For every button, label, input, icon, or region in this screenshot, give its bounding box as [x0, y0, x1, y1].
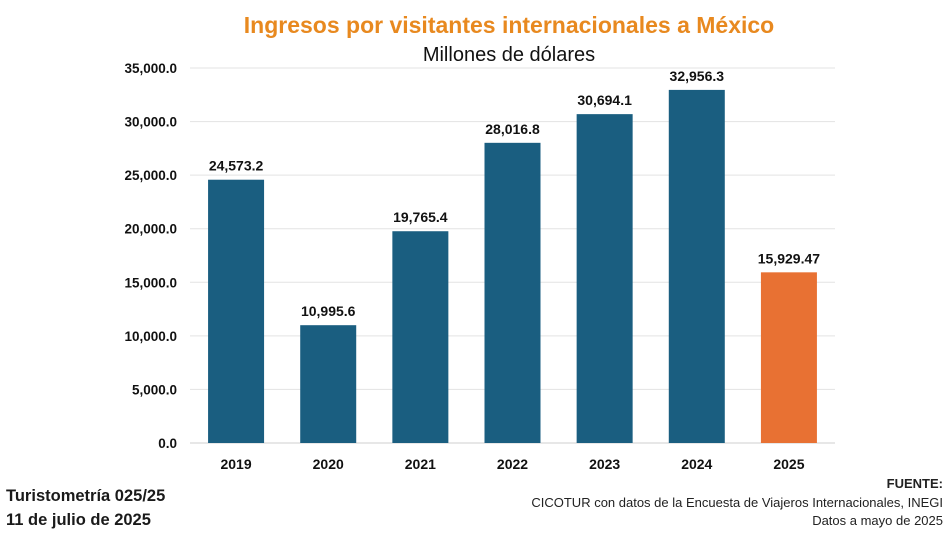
bar-2024 [668, 89, 725, 443]
bar-2025 [760, 272, 817, 443]
bar-2020 [300, 325, 357, 443]
x-tick-label-2024: 2024 [681, 456, 712, 472]
x-tick-label-2020: 2020 [313, 456, 344, 472]
y-tick-label: 20,000.0 [124, 222, 177, 237]
bars: 24,573.2 10,995.6 19,765.4 28,016.8 30,694.1… [208, 68, 820, 444]
source-heading: FUENTE: [886, 476, 943, 491]
x-tick-label-2023: 2023 [589, 456, 620, 472]
y-tick-label: 35,000.0 [124, 61, 177, 76]
data-label-2021: 19,765.4 [393, 209, 448, 225]
source-text: CICOTUR con datos de la Encuesta de Viaj… [531, 494, 943, 510]
y-tick-label: 30,000.0 [124, 115, 177, 130]
y-axis: 0.0 5,000.0 10,000.0 15,000.0 20,000.0 25,000… [124, 61, 177, 451]
y-tick-label: 25,000.0 [124, 168, 177, 183]
chart-subtitle: Millones de dólares [423, 44, 595, 66]
chart-title: Ingresos por visitantes internacionales … [244, 12, 774, 38]
data-label-2023: 30,694.1 [577, 92, 632, 108]
report-number: Turistometría 025/25 [6, 487, 166, 505]
x-tick-label-2019: 2019 [220, 456, 251, 472]
data-label-2024: 32,956.3 [670, 68, 725, 84]
y-tick-label: 15,000.0 [124, 275, 177, 290]
report-date: 11 de julio de 2025 [6, 511, 151, 529]
x-tick-label-2025: 2025 [773, 456, 804, 472]
x-tick-label-2022: 2022 [497, 456, 528, 472]
data-label-2020: 10,995.6 [301, 303, 356, 319]
data-label-2022: 28,016.8 [485, 121, 540, 137]
y-tick-label: 5,000.0 [132, 382, 177, 397]
bar-2022 [484, 142, 541, 443]
y-tick-label: 10,000.0 [124, 329, 177, 344]
bar-2023 [576, 114, 633, 443]
bar-2019 [208, 179, 265, 444]
y-tick-label: 0.0 [158, 436, 177, 451]
source-note: FUENTE: CICOTUR con datos de la Encuesta… [531, 475, 943, 531]
data-label-2019: 24,573.2 [209, 158, 264, 174]
x-axis: 2019 2020 2021 2022 2023 2024 2025 [220, 456, 804, 472]
bar-2021 [392, 231, 449, 443]
report-info: Turistometría 025/25 11 de julio de 2025 [6, 484, 165, 532]
data-label-2025: 15,929.47 [758, 250, 820, 266]
source-date-note: Datos a mayo de 2025 [812, 513, 943, 528]
x-tick-label-2021: 2021 [405, 456, 436, 472]
